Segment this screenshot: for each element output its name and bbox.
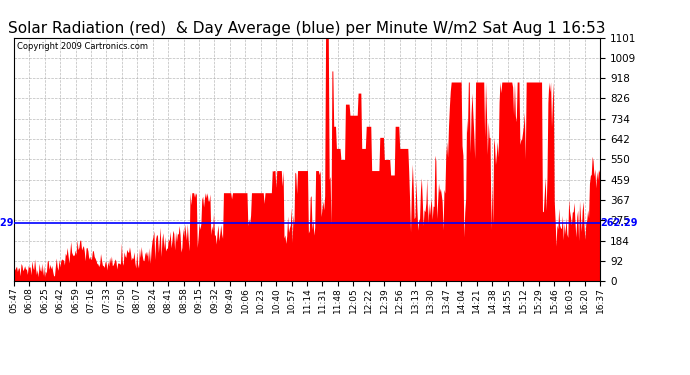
Text: Copyright 2009 Cartronics.com: Copyright 2009 Cartronics.com — [17, 42, 148, 51]
Text: 262.29: 262.29 — [600, 218, 638, 228]
Text: 262.29: 262.29 — [0, 218, 14, 228]
Title: Solar Radiation (red)  & Day Average (blue) per Minute W/m2 Sat Aug 1 16:53: Solar Radiation (red) & Day Average (blu… — [8, 21, 606, 36]
